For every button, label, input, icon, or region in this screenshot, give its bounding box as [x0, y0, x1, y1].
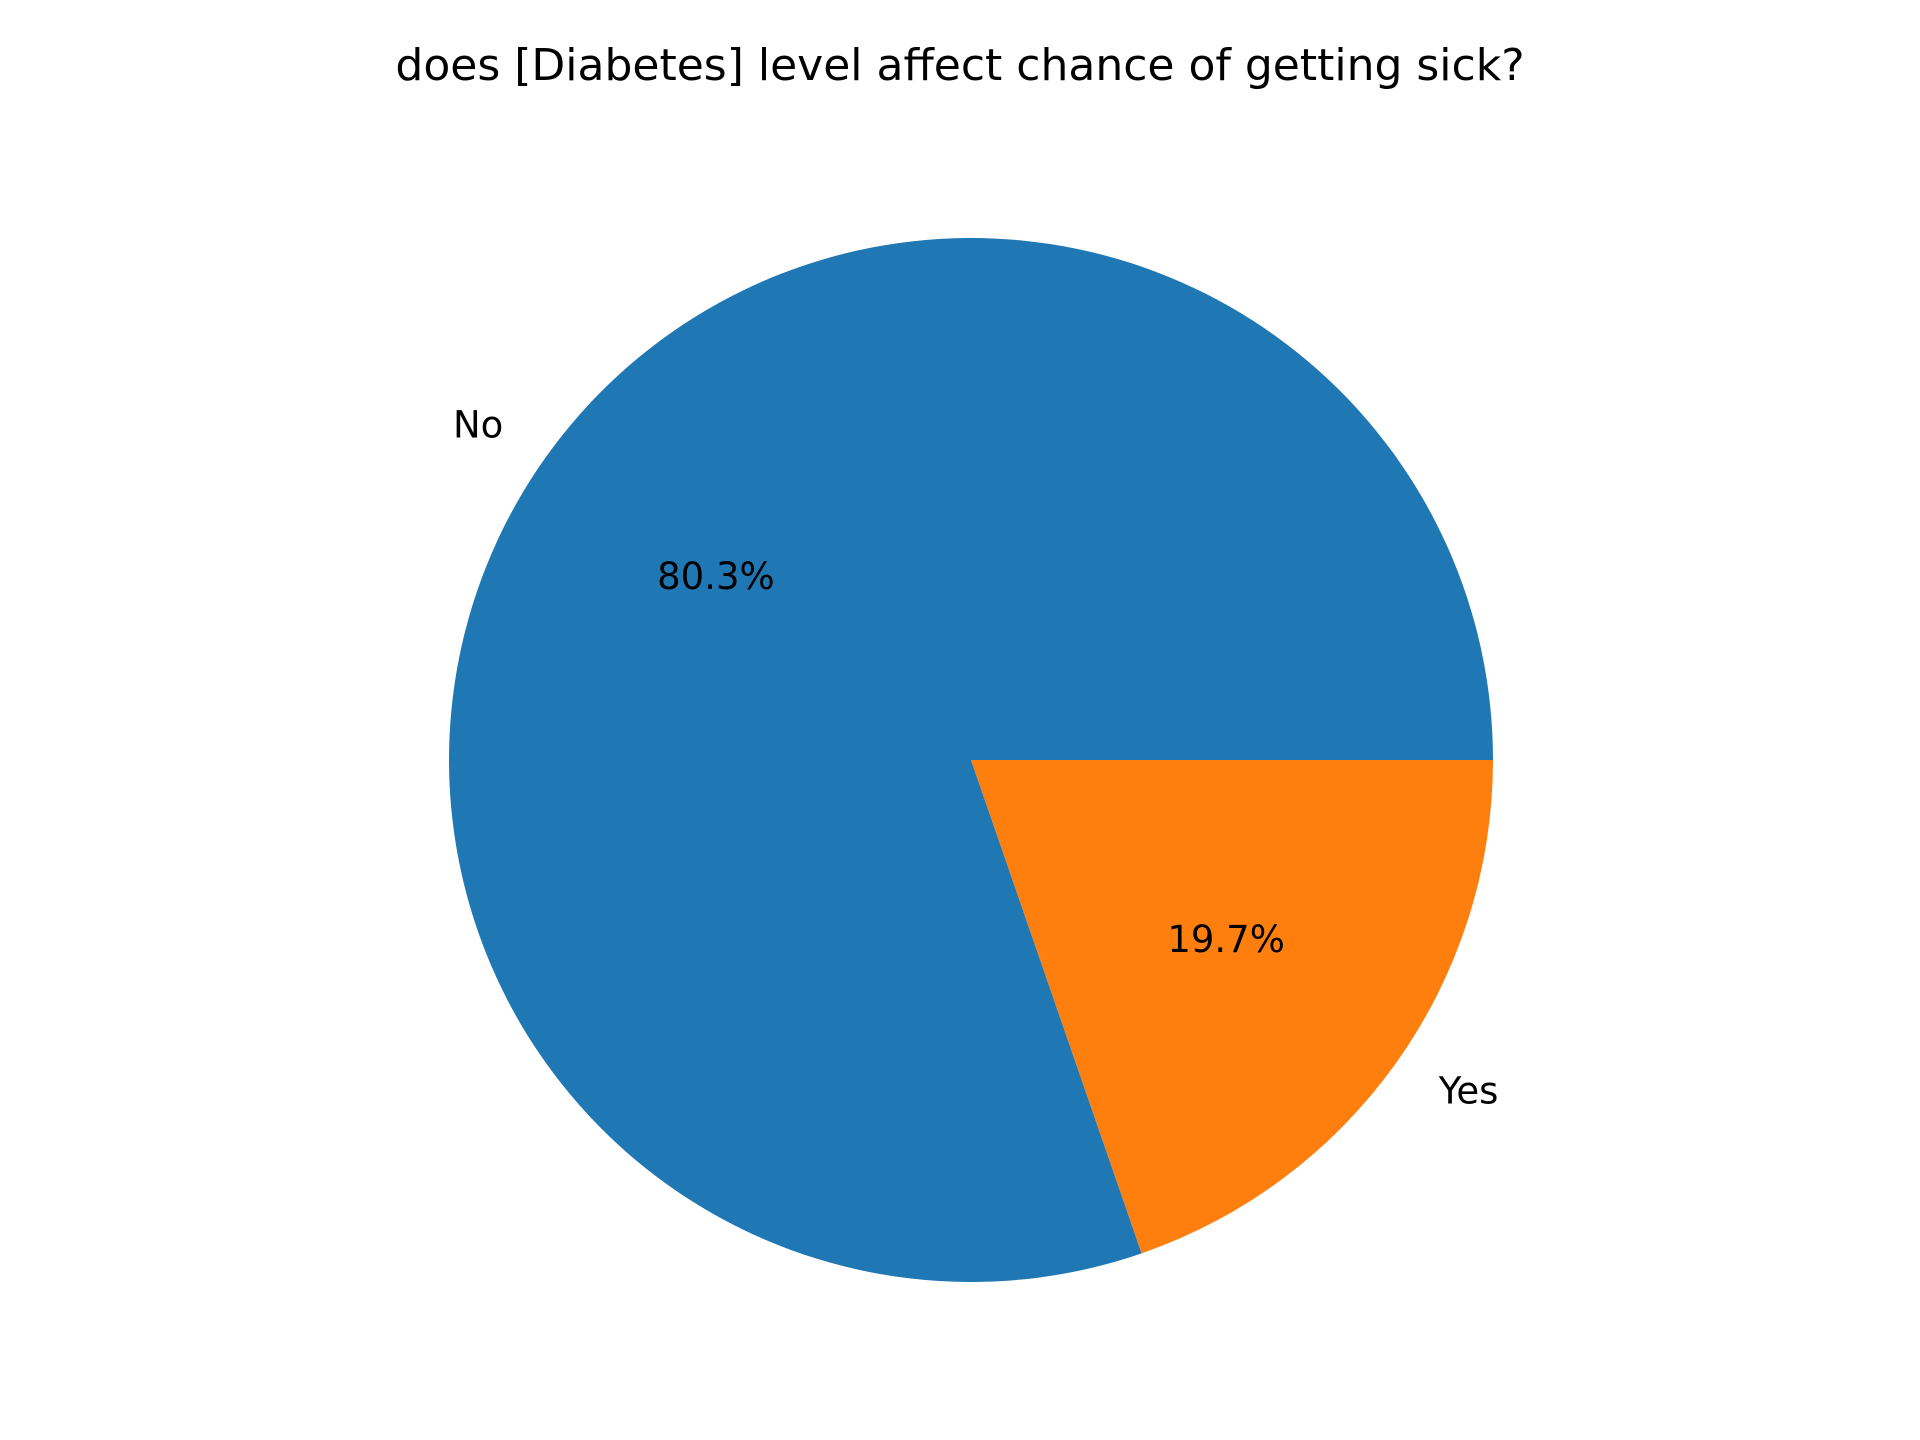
pie-slice-yes — [971, 760, 1493, 1254]
pie-slice-no — [449, 237, 1494, 1282]
slice-pct-label-yes: 19.7% — [1167, 918, 1285, 961]
pie-labels: No 80.3% Yes 19.7% — [453, 403, 1498, 1112]
chart-title: does [Diabetes] level affect chance of g… — [395, 40, 1524, 91]
slice-pct-label-no: 80.3% — [657, 555, 775, 598]
slice-label-yes: Yes — [1438, 1070, 1499, 1113]
slice-label-no: No — [453, 403, 503, 446]
pie-slices — [449, 237, 1494, 1282]
